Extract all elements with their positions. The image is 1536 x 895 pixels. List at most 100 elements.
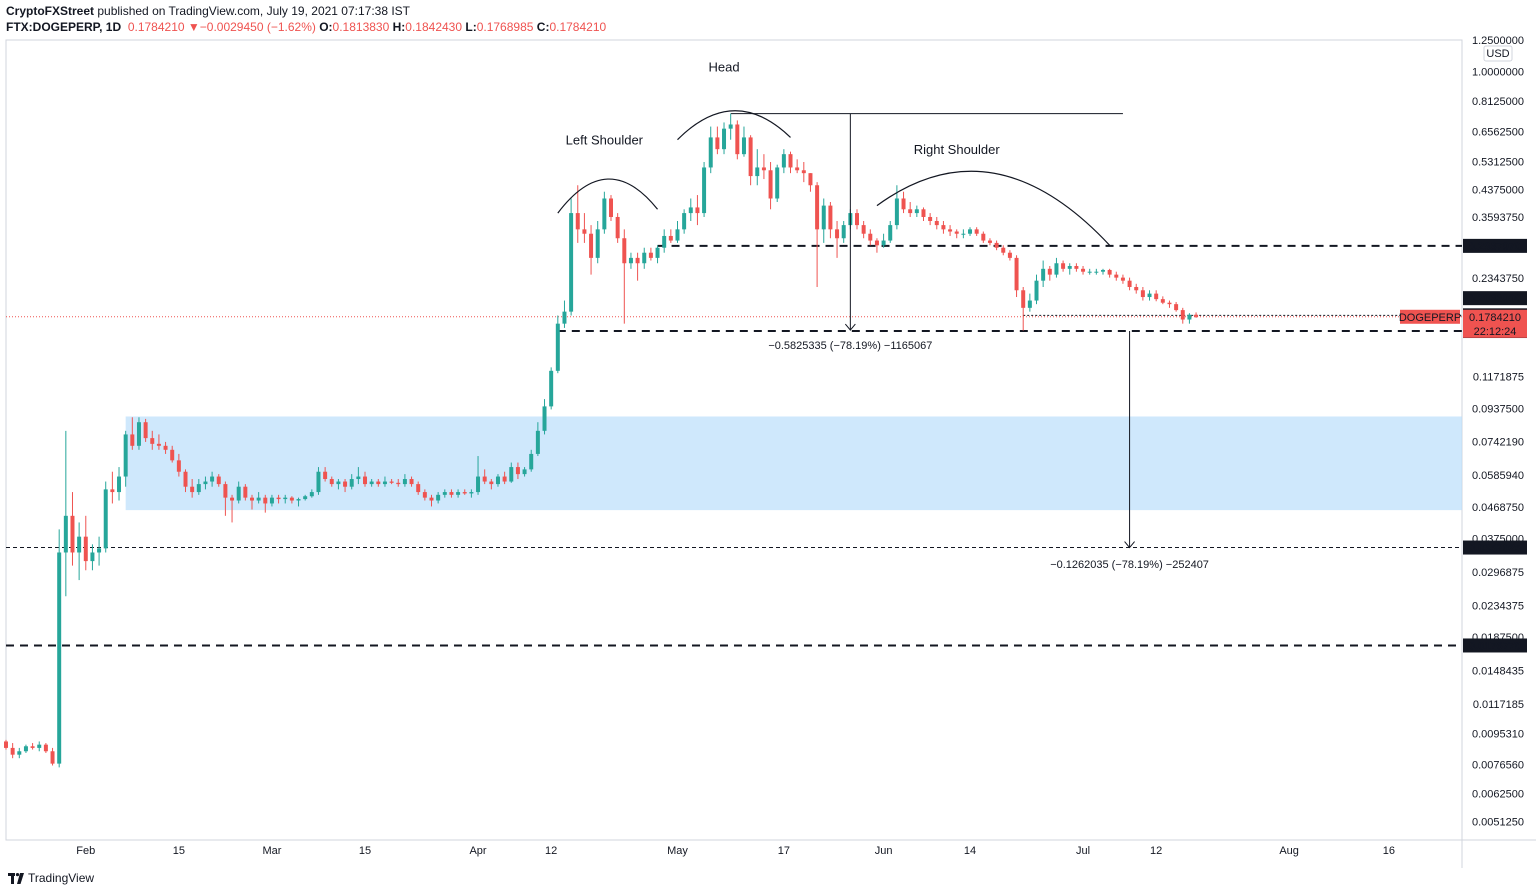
candle-body: [402, 479, 407, 485]
candle-body: [63, 515, 68, 553]
candle-body: [409, 479, 414, 485]
measure-arrow-0: [844, 323, 856, 331]
candle-body: [97, 548, 102, 553]
candle-body: [382, 481, 387, 485]
candle-body: [748, 137, 753, 177]
candle-body: [256, 497, 261, 501]
y-tick-label: 0.0051250: [1472, 817, 1524, 829]
candle-body: [50, 751, 55, 764]
candle-body: [635, 257, 640, 264]
candle-body: [77, 536, 82, 553]
candle-body: [981, 233, 986, 241]
y-tick-label: 1.0000000: [1472, 67, 1524, 79]
left-shoulder-arc: [557, 178, 659, 214]
candle-body: [708, 137, 713, 168]
high-label: H:: [392, 20, 406, 34]
x-tick-label: Aug: [1279, 845, 1299, 857]
candle-body: [469, 492, 474, 494]
candle-body: [502, 476, 507, 482]
candle-body: [495, 476, 500, 485]
candle-body: [37, 744, 42, 748]
candle-body: [436, 494, 441, 501]
current-price-text: 0.1784210: [1469, 312, 1521, 324]
candle-body: [1014, 257, 1019, 291]
x-tick-label: Jul: [1076, 845, 1090, 857]
candle-body: [123, 434, 128, 477]
candle-body: [276, 497, 281, 500]
candle-body: [90, 552, 95, 562]
candle-body: [296, 499, 301, 501]
publish-line: CryptoFXStreet published on TradingView.…: [6, 4, 410, 18]
candle-body: [609, 198, 613, 217]
candle-body: [269, 497, 274, 504]
candle-body: [1194, 314, 1199, 317]
chart-header: CryptoFXStreet published on TradingView.…: [0, 0, 1536, 38]
candle-body: [615, 216, 620, 239]
candle-body: [648, 252, 653, 258]
open-value: 0.1813830: [332, 20, 390, 34]
measure-label: −0.5825335 (−78.19%) −1165067: [768, 340, 932, 352]
candle-body: [948, 229, 953, 232]
candle-body: [442, 492, 447, 495]
candle-body: [768, 170, 773, 199]
x-tick-label: 12: [1150, 845, 1162, 857]
candle-body: [961, 233, 966, 235]
candle-body: [921, 209, 926, 217]
y-tick-label: 0.0468750: [1472, 502, 1524, 514]
candle-body: [928, 216, 933, 221]
x-tick-label: Jun: [875, 845, 893, 857]
candle-body: [30, 746, 35, 748]
candle-body: [1081, 268, 1086, 272]
x-tick-label: Mar: [262, 845, 281, 857]
candle-body: [595, 229, 600, 258]
candle-body: [1027, 300, 1032, 308]
y-tick-label: 0.0062500: [1472, 788, 1524, 800]
price-label-box: [1463, 540, 1527, 555]
candle-body: [868, 233, 873, 241]
y-tick-label: 0.0296875: [1472, 567, 1524, 579]
candle-body: [755, 167, 760, 177]
candle-body: [695, 207, 700, 214]
candle-body: [203, 481, 208, 485]
candle-body: [914, 209, 919, 214]
candle-body: [1140, 290, 1145, 298]
candle-body: [894, 198, 899, 226]
candle-body: [735, 124, 740, 155]
candle-body: [549, 370, 554, 407]
candle-body: [249, 497, 254, 501]
x-tick-label: 16: [1383, 845, 1395, 857]
publisher-name[interactable]: CryptoFXStreet: [6, 4, 95, 18]
candle-body: [416, 484, 421, 493]
candle-body: [489, 481, 494, 485]
close-label: C:: [536, 20, 550, 34]
candle-body: [642, 252, 647, 264]
candle-body: [628, 257, 633, 264]
price-label-box: [1463, 238, 1527, 253]
candle-body: [143, 422, 148, 439]
candle-body: [994, 242, 999, 248]
measure-arrow-1: [1124, 541, 1135, 549]
candle-body: [316, 471, 321, 493]
y-tick-label: 0.0076560: [1472, 759, 1524, 771]
countdown-text: 22:12:24: [1474, 326, 1517, 338]
tradingview-logo-icon: [8, 873, 24, 885]
candle-body: [110, 489, 115, 493]
high-value: 0.1842430: [405, 20, 463, 34]
candle-body: [336, 481, 341, 485]
candle-body: [57, 552, 62, 764]
x-tick-label: Apr: [469, 845, 486, 857]
candle-body: [1041, 268, 1046, 281]
candle-body: [888, 225, 893, 241]
footer-brand[interactable]: TradingView: [8, 871, 94, 885]
ohlc-line: FTX:DOGEPERP, 1D 0.1784210 ▼−0.0029450 (…: [6, 20, 606, 34]
symbol-tag: [1400, 309, 1460, 324]
candle-body: [1087, 271, 1092, 273]
candle-body: [954, 231, 959, 234]
symbol-label[interactable]: FTX:DOGEPERP, 1D: [6, 20, 122, 34]
candle-body: [1154, 293, 1159, 300]
candlestick-chart[interactable]: Left Shoulder Head Right Shoulder −0.582533…: [0, 0, 1536, 868]
candle-body: [602, 198, 607, 230]
candle-body: [828, 205, 833, 230]
candle-body: [482, 476, 487, 482]
candle-body: [23, 746, 28, 752]
